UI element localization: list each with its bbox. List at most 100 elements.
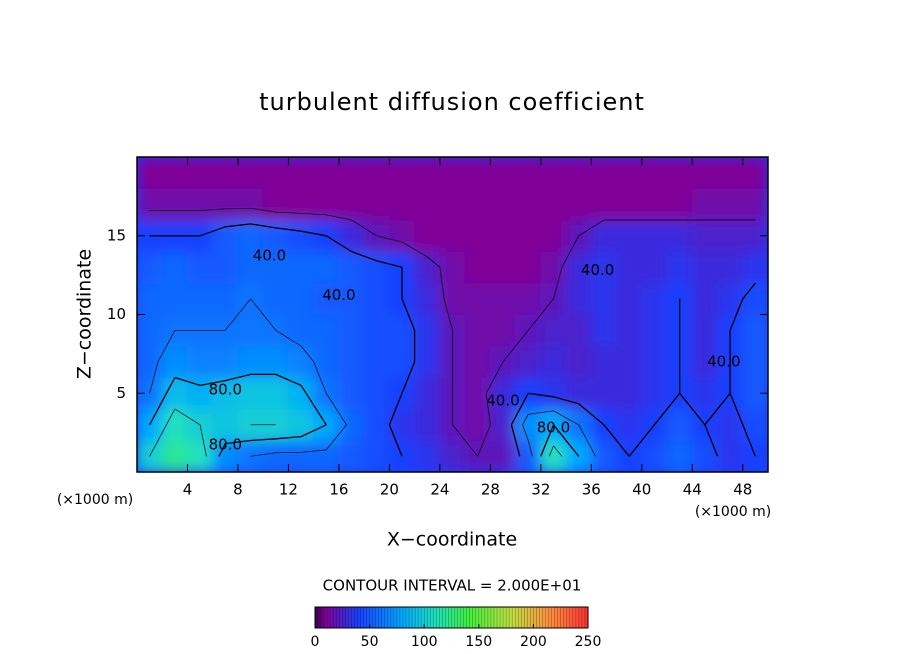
field-cell: [590, 188, 618, 221]
field-cell: [414, 345, 441, 378]
colorbar-tick-label: 100: [411, 634, 438, 650]
colorbar-swatch: [460, 607, 464, 628]
field-cell: [414, 377, 441, 410]
field-cell: [212, 282, 239, 315]
field-cell: [565, 314, 592, 347]
field-cell: [414, 219, 441, 252]
field-cell: [186, 345, 214, 378]
field-cell: [439, 251, 466, 284]
field-cell: [691, 157, 719, 189]
field-cell: [338, 345, 365, 378]
field-cell: [287, 440, 315, 472]
field-cell: [313, 251, 340, 284]
field-cell: [616, 219, 643, 252]
colorbar-swatch: [390, 607, 395, 628]
colorbar-swatch: [563, 607, 568, 628]
colorbar-swatch: [518, 607, 522, 628]
colorbar-swatch: [551, 607, 555, 628]
field-cell: [489, 157, 517, 189]
field-cell: [161, 345, 188, 378]
field-cell: [161, 282, 188, 315]
field-cell: [489, 188, 517, 221]
field-cell: [616, 188, 643, 221]
y-unit-label: (×1000 m): [57, 492, 133, 508]
field-cell: [161, 377, 188, 410]
field-cell: [691, 282, 719, 315]
field-cell: [590, 345, 618, 378]
field-cell: [388, 188, 416, 221]
x-tick-label: 12: [279, 481, 298, 499]
colorbar-swatch: [324, 607, 328, 628]
field-cell: [666, 251, 693, 284]
field-cell: [212, 157, 239, 189]
colorbar-swatch: [402, 607, 407, 628]
field-cell: [742, 282, 768, 315]
field-cell: [565, 188, 592, 221]
plot-area: 40.0 40.0 40.0 40.0 40.0 80.0 80.0 80.0: [137, 157, 768, 472]
field-cell: [540, 314, 567, 347]
colorbar-swatch: [387, 607, 392, 628]
field-cell: [262, 345, 289, 378]
field-cell: [742, 408, 768, 441]
colorbar-swatch: [527, 607, 531, 628]
colorbar-swatch: [315, 607, 319, 628]
colorbar-swatch: [454, 607, 458, 628]
contour-label: 40.0: [581, 261, 614, 279]
field-cell: [515, 408, 542, 441]
x-axis-title: X−coordinate: [387, 529, 517, 551]
field-cell: [717, 440, 744, 472]
colorbar-swatch: [366, 607, 370, 628]
field-cell: [262, 251, 289, 284]
field-cell: [590, 440, 618, 472]
field-cell: [186, 440, 214, 472]
field-cell: [666, 157, 693, 189]
colorbar-swatch: [554, 607, 558, 628]
colorbar-swatch: [354, 607, 358, 628]
field-cell: [161, 251, 188, 284]
field-cell: [237, 377, 264, 410]
colorbar-swatch: [321, 607, 325, 628]
field-cell: [742, 157, 768, 189]
field-cell: [186, 282, 214, 315]
y-axis-title: Z−coordinate: [74, 249, 96, 379]
field-cell: [515, 251, 542, 284]
field-cell: [515, 345, 542, 378]
field-cell: [590, 314, 618, 347]
colorbar-swatch: [396, 607, 401, 628]
field-cell: [641, 157, 668, 189]
field-cell: [464, 219, 491, 252]
field-cell: [590, 251, 618, 284]
colorbar-swatch: [466, 607, 470, 628]
field-cell: [515, 188, 542, 221]
colorbar-frame: [314, 606, 589, 629]
field-cell: [414, 408, 441, 441]
colorbar-swatch: [384, 607, 389, 628]
colorbar-swatch: [348, 607, 352, 628]
x-tick-label: 44: [683, 481, 702, 499]
field-cell: [212, 345, 239, 378]
field-cell: [137, 157, 163, 189]
field-cell: [489, 377, 517, 410]
colorbar-swatch: [451, 607, 455, 628]
colorbar-swatch: [560, 607, 565, 628]
field-cell: [691, 219, 719, 252]
colorbar-swatch: [557, 607, 561, 628]
field-cell: [464, 314, 491, 347]
field-cell: [464, 345, 491, 378]
field-cell: [313, 188, 340, 221]
field-cell: [313, 345, 340, 378]
colorbar-swatch: [575, 607, 580, 628]
colorbar-swatch: [409, 607, 413, 628]
colorbar-swatch: [333, 607, 337, 628]
contour-line: [149, 298, 596, 457]
field-cell: [388, 219, 416, 252]
field-cell: [439, 157, 466, 189]
field-cell: [742, 314, 768, 347]
field-cell: [137, 314, 163, 347]
field-cell: [388, 314, 416, 347]
field-cell: [338, 157, 365, 189]
colorbar-swatch: [478, 607, 483, 628]
field-cell: [691, 377, 719, 410]
contour-line: [149, 223, 757, 457]
field-cell: [489, 251, 517, 284]
